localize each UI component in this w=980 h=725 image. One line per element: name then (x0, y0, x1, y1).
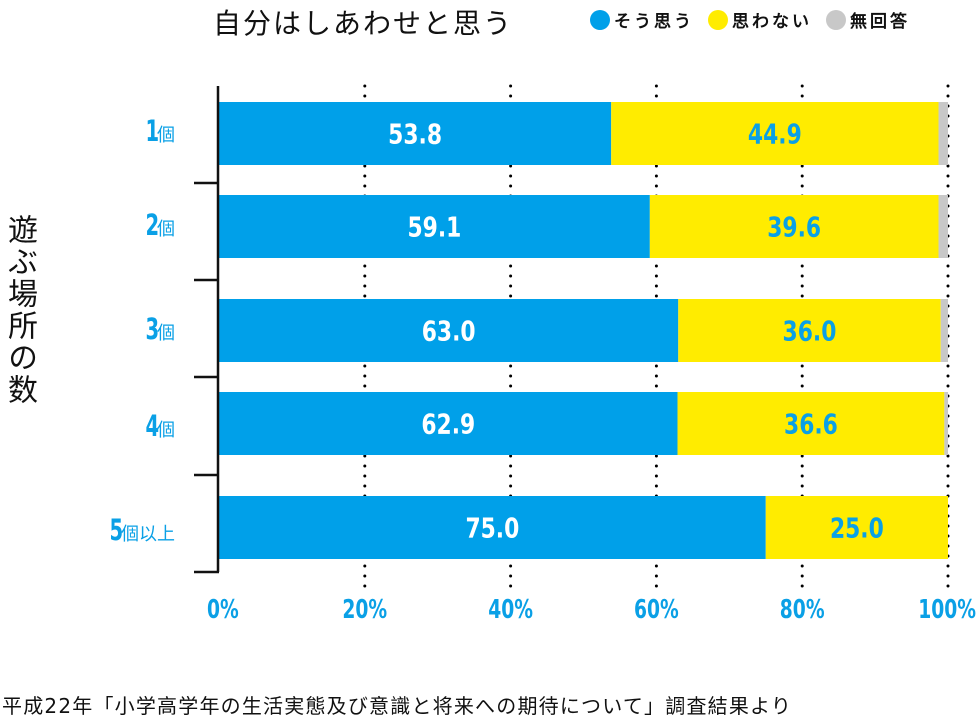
x-tick-label: 80% (780, 595, 825, 625)
category-num: 3 (145, 312, 159, 346)
x-tick-label: 40% (488, 595, 533, 625)
legend-label-yes: そう思う (614, 12, 694, 32)
bar-segment-yes (219, 496, 766, 559)
data-label: 59.1 (407, 211, 461, 243)
legend-item-yes: そう思う (590, 7, 694, 32)
data-label: 63.0 (422, 315, 476, 347)
x-tick-label: 0% (207, 595, 239, 625)
y-axis-title: 遊ぶ場所の数 (2, 214, 37, 406)
category-unit: 個 (157, 219, 175, 240)
data-label: 36.6 (784, 408, 838, 440)
data-label: 75.0 (465, 512, 519, 544)
category-unit: 個 (157, 323, 175, 344)
data-label: 25.0 (830, 512, 884, 544)
category-unit: 個 (157, 420, 175, 441)
bar-segment-noanswer (938, 195, 948, 258)
bar-segment-yes (219, 392, 678, 455)
bar-segment-no (649, 195, 939, 258)
data-label: 36.0 (783, 315, 837, 347)
category-unit: 個 (157, 125, 175, 146)
x-tick-label: 100% (918, 595, 976, 625)
bar-segment-yes (219, 195, 650, 258)
category-label-3: 3 個 (141, 312, 175, 346)
x-tick-label: 60% (634, 595, 679, 625)
category-unit: 個以上 (121, 524, 175, 545)
legend-swatch-noanswer (826, 9, 846, 30)
category-num: 1 (145, 114, 159, 148)
x-tick-label: 20% (342, 595, 387, 625)
source-citation: 平成22年「小学高学年の生活実態及び意識と将来への期待について」調査結果より (2, 694, 793, 718)
legend-item-no: 思わない (708, 7, 812, 32)
legend-item-noanswer: 無回答 (826, 7, 910, 32)
bar-segment-yes (219, 102, 612, 165)
bar-segment-noanswer (938, 102, 948, 165)
legend-label-no: 思わない (732, 12, 812, 32)
data-label: 44.9 (748, 118, 802, 150)
bar-segment-noanswer (940, 299, 948, 362)
category-label-4: 4 個 (141, 409, 175, 443)
bar-segment-no (678, 299, 941, 362)
data-label: 53.8 (388, 118, 442, 150)
category-num: 5 (109, 513, 123, 547)
legend-swatch-no (708, 9, 728, 30)
category-label-1: 1 個 (141, 114, 175, 148)
chart-title: 自分はしあわせと思う (213, 7, 514, 40)
bar-segment-noanswer (944, 392, 948, 455)
legend-label-noanswer: 無回答 (850, 12, 910, 32)
bar-segment-yes (219, 299, 679, 362)
category-num: 4 (145, 409, 159, 443)
category-label-2: 2 個 (141, 208, 175, 242)
legend: そう思う 思わない 無回答 (590, 7, 924, 32)
data-label: 39.6 (767, 211, 821, 243)
category-num: 2 (145, 208, 159, 242)
bar-segment-no (677, 392, 945, 455)
category-label-5: 5 個以上 (105, 513, 175, 547)
bar-segment-no (765, 496, 948, 559)
data-label: 62.9 (421, 408, 475, 440)
legend-swatch-yes (590, 9, 610, 30)
bar-segment-no (611, 102, 939, 165)
